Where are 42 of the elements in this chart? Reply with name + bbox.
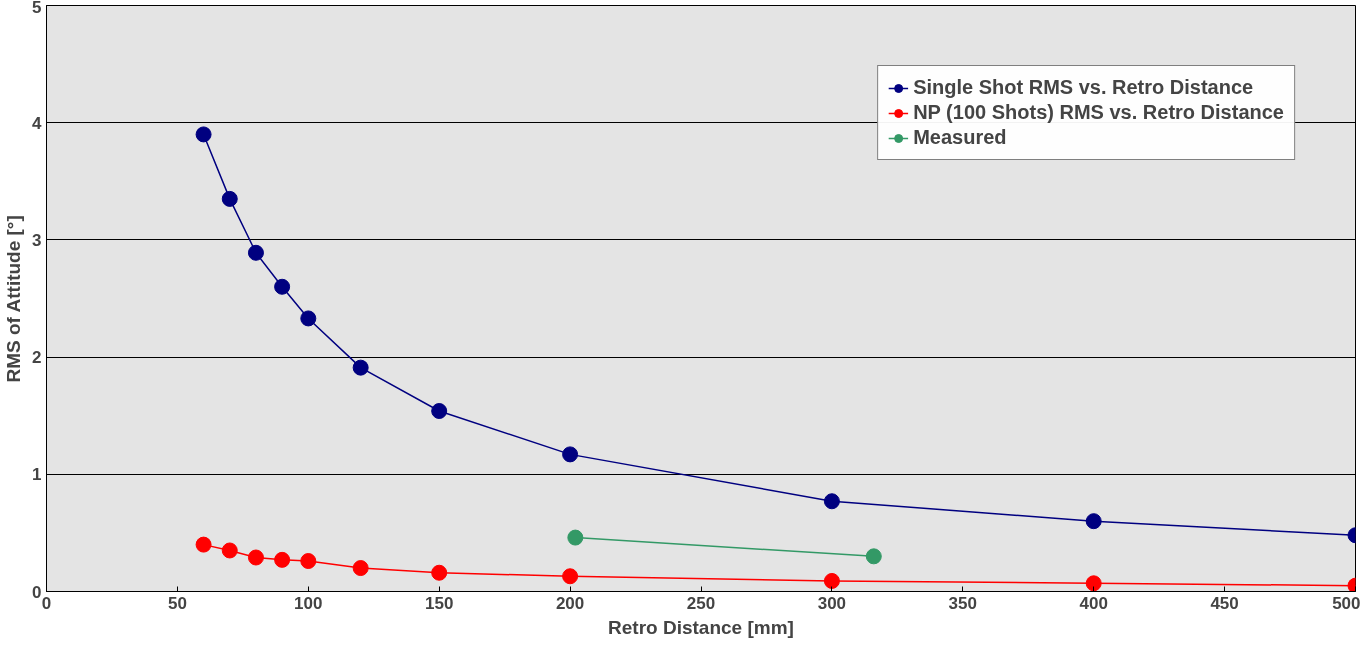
point [195,126,212,143]
x-tick-label: 100 [294,593,323,613]
point [221,542,238,559]
y-tick-label: 5 [32,0,42,17]
x-tick-label: 500 [1332,593,1361,613]
point [195,536,212,553]
x-tick-label: 250 [686,593,716,613]
point [274,278,291,295]
y-axis-title: RMS of Attitude [°] [3,215,25,383]
point [865,548,882,565]
point [1085,575,1102,592]
point [300,310,317,327]
point [274,551,291,568]
point [247,549,264,566]
point [567,529,584,546]
point [431,403,448,419]
y-tick-label: 4 [32,113,43,133]
y-tick-label: 2 [32,348,42,368]
x-tick-label: 400 [1079,593,1108,613]
y-tick-label: 1 [32,465,42,485]
point [352,560,369,577]
x-tick-label: 450 [1210,593,1239,613]
legend-label: Measured [913,126,1007,149]
x-tick-label: 200 [555,593,585,613]
point [562,568,579,585]
point [221,190,238,207]
point [300,553,317,570]
x-tick-label: 50 [167,593,187,613]
x-tick-label: 150 [425,593,454,613]
point [562,446,579,463]
point [823,572,840,589]
legend-label: NP (100 Shots) RMS vs. Retro Distance [913,101,1284,124]
x-tick-label: 350 [948,593,977,613]
legend-label: Single Shot RMS vs. Retro Distance [913,76,1254,99]
point [247,244,264,261]
point [823,493,840,510]
x-tick-label: 300 [817,593,847,613]
point [352,359,369,376]
point [1085,513,1102,530]
x-axis-title: Retro Distance [mm] [608,616,794,638]
point [431,564,448,581]
y-tick-label: 3 [32,230,42,250]
